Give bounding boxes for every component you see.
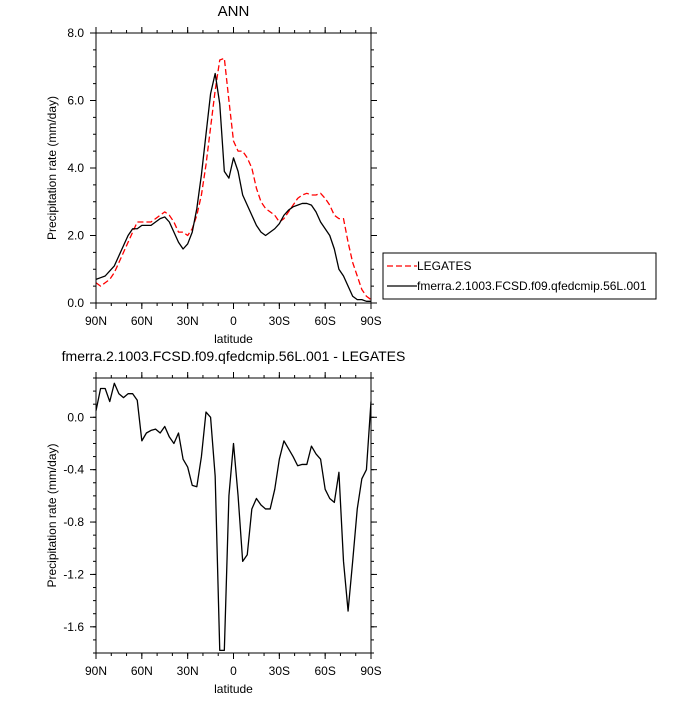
chart-1: 0.0 2.0 4.0 6.0 8.0 90N 60N 30N 0 30S 60S 90S ANN lat…	[45, 3, 657, 346]
chart-1-series-2-line	[95, 72, 371, 302]
y-tick-label: -1.6	[63, 620, 84, 634]
y-tick-label: 2.0	[67, 229, 84, 243]
x-tick-label: 0	[230, 664, 237, 678]
legend-box	[382, 252, 657, 300]
chart-2-y-axis-label: Precipitation rate (mm/day)	[45, 443, 59, 587]
chart-2-plot-frame	[95, 377, 372, 654]
y-tick-label: 0.0	[67, 410, 84, 424]
x-tick-label: 30S	[269, 664, 290, 678]
chart-1-series-1-line	[95, 57, 372, 301]
chart-2-x-axis-label: latitude	[214, 682, 253, 696]
x-tick-label: 60S	[314, 664, 335, 678]
chart-1-plot-frame	[95, 32, 372, 304]
x-tick-label: 90S	[360, 664, 381, 678]
x-tick-label: 60N	[131, 314, 153, 328]
y-tick-label: -0.4	[63, 463, 84, 477]
chart-2-title: fmerra.2.1003.FCSD.f09.qfedcmip.56L.001 …	[62, 348, 406, 364]
x-tick-label: 30N	[177, 314, 199, 328]
chart-1-title: ANN	[218, 3, 250, 20]
chart-1-x-axis-label: latitude	[214, 332, 253, 346]
x-tick-label: 30S	[269, 314, 290, 328]
x-tick-label: 60S	[314, 314, 335, 328]
chart-1-legend: LEGATES fmerra.2.1003.FCSD.f09.qfedcmip.5…	[382, 252, 657, 300]
chart-1-y-axis-label: Precipitation rate (mm/day)	[45, 96, 59, 240]
y-tick-label: -1.2	[63, 567, 84, 581]
y-tick-label: 4.0	[67, 161, 84, 175]
y-tick-label: -0.8	[63, 515, 84, 529]
y-tick-label: 6.0	[67, 94, 84, 108]
x-tick-label: 0	[230, 314, 237, 328]
x-tick-label: 90S	[360, 314, 381, 328]
chart-2-series-1-line	[95, 382, 372, 652]
y-tick-label: 8.0	[67, 26, 84, 40]
legend-entry-1: LEGATES	[417, 259, 471, 273]
x-tick-label: 60N	[131, 664, 153, 678]
chart-2: 0.0 -0.4 -0.8 -1.2 -1.6 90N 60N 30N 0 30S 60S 90S fm…	[45, 348, 405, 696]
x-tick-label: 90N	[85, 664, 107, 678]
x-tick-label: 30N	[177, 664, 199, 678]
x-tick-label: 90N	[85, 314, 107, 328]
y-tick-label: 0.0	[67, 296, 84, 310]
legend-entry-2: fmerra.2.1003.FCSD.f09.qfedcmip.56L.001	[417, 279, 647, 293]
